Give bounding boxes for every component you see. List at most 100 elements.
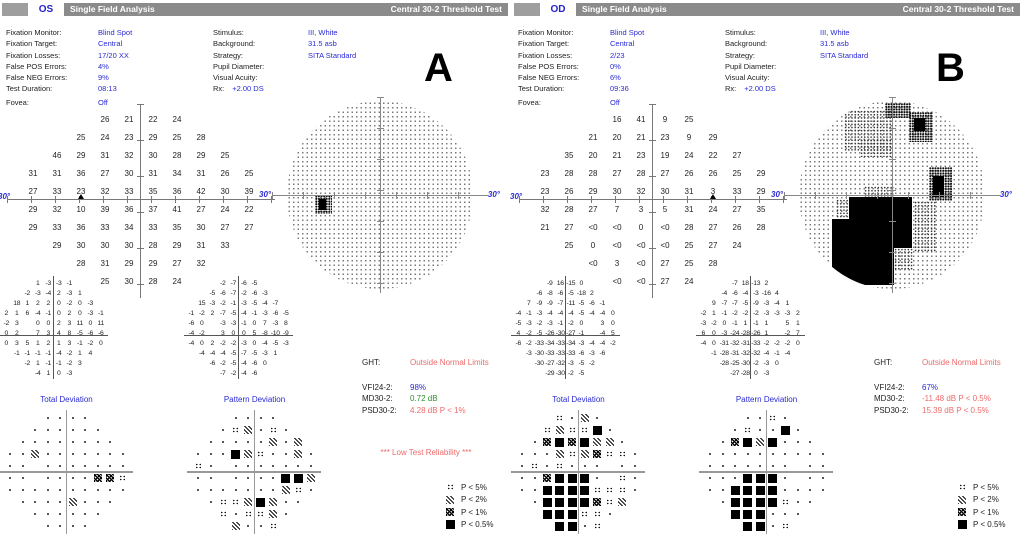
probability-symbol [567,473,577,483]
value-cell: 3 [614,258,620,268]
probability-symbol [96,465,99,467]
value-cell: -3 [526,319,532,327]
value-cell: -4 [599,329,606,337]
probability-symbol-cell [792,496,805,508]
probability-symbol [796,453,799,455]
value-cell: 46 [52,150,62,160]
value-cell: -7 [241,349,247,357]
header-bar: OS Single Field Analysis Central 30-2 Th… [2,3,508,16]
stat-label: MD30-2: [874,394,905,403]
value-cell: -1 [45,359,52,367]
value-cell: -5 [536,329,543,337]
probability-symbol-cell [267,484,280,496]
probability-symbol-cell [804,472,817,484]
probability-symbol [269,510,278,518]
grayscale-plot: 30° 30° [259,97,500,293]
probability-symbol-cell [779,424,792,436]
probability-symbol-cell [242,508,255,520]
value-cell: -5 [742,299,749,307]
probability-symbol [809,489,812,491]
axis-30-degree-label: 30° [999,190,1012,199]
probability-symbol [46,501,49,503]
value-cell: 4 [88,349,93,357]
fovea-row: Fovea: Off [6,97,108,108]
probability-symbol [71,417,74,419]
horizontal-meridian-axis [519,196,787,203]
value-cell: 39 [100,204,110,214]
param-row: Pupil Diameter: [213,61,356,72]
probability-symbol-cell [79,448,92,460]
probability-symbol [247,417,250,419]
value-cell: 35 [148,186,158,196]
probability-symbol-cell [67,496,80,508]
probability-symbol-cell [516,460,529,472]
stat-row: MD30-2: -11.48 dB P < 0.5% [874,394,1001,406]
probability-symbol [269,438,278,446]
value-cell: 5 [25,339,30,347]
value-cell: 25 [76,132,86,142]
value-cell: 2 [796,309,800,317]
probability-symbol [743,521,753,531]
probability-symbol-cell [79,424,92,436]
value-cell: 7 [796,329,800,337]
probability-symbol-cell [579,472,592,484]
probability-symbol [96,501,99,503]
stat-row: PSD30-2: 15.39 dB P < 0.5% [874,406,1001,418]
probability-symbol-cell [230,484,243,496]
probability-symbol [93,474,102,482]
probability-symbol-cell [67,424,80,436]
value-cell: -30 [555,329,565,337]
value-cell: -2 [230,369,237,377]
probability-symbol-cell [579,424,592,436]
value-cell: 28 [756,222,766,232]
value-cell: 27 [708,240,718,250]
probability-symbol [106,474,115,482]
probability-symbol [84,525,87,527]
value-cell: 31 [684,204,694,214]
value-cell: -11 [566,299,576,307]
value-cell: <0 [588,222,598,232]
probability-symbol-cell [267,472,280,484]
probability-symbol-cell [192,460,205,472]
param-value: 9% [98,73,109,83]
param-value: +2.00 DS [232,84,264,94]
probability-symbol-cell [729,508,742,520]
value-cell: 7 [263,319,267,327]
value-cell: -30 [534,359,544,367]
probability-symbol-cell [516,484,529,496]
value-cell: 0 [78,309,82,317]
param-row: Stimulus: III, White [725,27,868,38]
param-label: Visual Acuity: [725,73,770,83]
probability-symbol-cell [17,496,30,508]
value-cell: 1 [764,329,769,337]
value-cell: 23 [660,132,670,142]
value-cell: 33 [52,186,62,196]
value-cell: -2 [220,279,226,287]
value-cell: -2 [24,289,31,297]
value-cell: 29 [588,186,598,196]
probability-symbol-cell [242,448,255,460]
probability-symbol-cell [742,448,755,460]
param-value: 0% [610,61,621,71]
legend-label: P < 2% [461,495,487,505]
value-cell: 3 [46,329,51,337]
total-deviation-title: Total Deviation [40,395,93,404]
test-type-title: Central 30-2 Threshold Test [390,4,502,14]
probability-symbol [269,523,277,529]
probability-symbol-cell [792,508,805,520]
value-cell: 20 [612,132,622,142]
probability-symbol [46,417,49,419]
param-row: Strategy: SITA Standard [213,50,356,61]
value-cell: -9 [536,299,543,307]
probability-symbol [234,417,237,419]
probability-symbol-cell [566,472,579,484]
param-value: 6% [610,73,621,83]
probability-symbol-cell [742,436,755,448]
probability-symbol [580,450,589,458]
probability-symbol [259,525,262,527]
param-row: Background: 31.5 asb [213,38,356,49]
value-cell: -1 [578,329,585,337]
value-cell: -26 [751,329,761,337]
probability-symbol [297,465,300,467]
value-cell: 30 [124,276,134,286]
